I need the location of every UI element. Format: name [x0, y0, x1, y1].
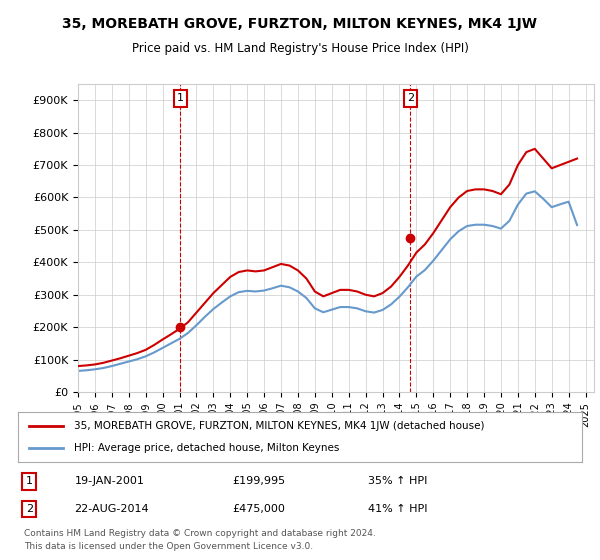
Text: HPI: Average price, detached house, Milton Keynes: HPI: Average price, detached house, Milt… — [74, 443, 340, 453]
Text: £475,000: £475,000 — [232, 504, 285, 514]
Text: £199,995: £199,995 — [232, 476, 286, 486]
Text: Price paid vs. HM Land Registry's House Price Index (HPI): Price paid vs. HM Land Registry's House … — [131, 42, 469, 55]
Text: 2: 2 — [407, 94, 414, 104]
Text: This data is licensed under the Open Government Licence v3.0.: This data is licensed under the Open Gov… — [24, 542, 313, 551]
Text: 1: 1 — [26, 476, 33, 486]
Text: 19-JAN-2001: 19-JAN-2001 — [74, 476, 144, 486]
Text: 35% ↑ HPI: 35% ↑ HPI — [368, 476, 427, 486]
Text: 2: 2 — [26, 504, 33, 514]
Text: 1: 1 — [177, 94, 184, 104]
Text: 35, MOREBATH GROVE, FURZTON, MILTON KEYNES, MK4 1JW: 35, MOREBATH GROVE, FURZTON, MILTON KEYN… — [62, 17, 538, 31]
Text: 35, MOREBATH GROVE, FURZTON, MILTON KEYNES, MK4 1JW (detached house): 35, MOREBATH GROVE, FURZTON, MILTON KEYN… — [74, 421, 485, 431]
Text: 22-AUG-2014: 22-AUG-2014 — [74, 504, 149, 514]
Text: 41% ↑ HPI: 41% ↑ HPI — [368, 504, 427, 514]
Text: Contains HM Land Registry data © Crown copyright and database right 2024.: Contains HM Land Registry data © Crown c… — [24, 529, 376, 538]
